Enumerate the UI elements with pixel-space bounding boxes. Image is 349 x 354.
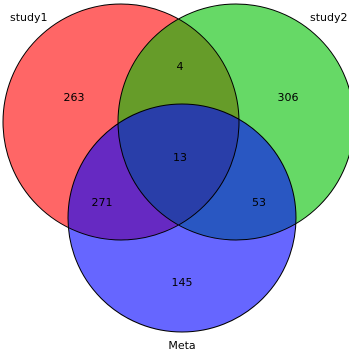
region-count-study1-study2: 4 xyxy=(177,60,184,73)
region-count-study2-meta: 53 xyxy=(252,196,266,209)
set-meta-outline xyxy=(67,103,297,333)
region-count-study1-only: 263 xyxy=(64,91,85,104)
region-count-study2-only: 306 xyxy=(278,91,299,104)
set-label-study2: study2 xyxy=(310,11,348,24)
set-label-study1: study1 xyxy=(10,11,48,24)
set-label-meta: Meta xyxy=(168,339,195,352)
set-study2-outline xyxy=(117,3,349,241)
region-count-study1-meta: 271 xyxy=(92,196,113,209)
region-count-all-three: 13 xyxy=(173,151,187,164)
region-count-meta-only: 145 xyxy=(172,276,193,289)
set-meta-circle xyxy=(68,104,296,332)
set-study1-outline xyxy=(2,3,240,241)
